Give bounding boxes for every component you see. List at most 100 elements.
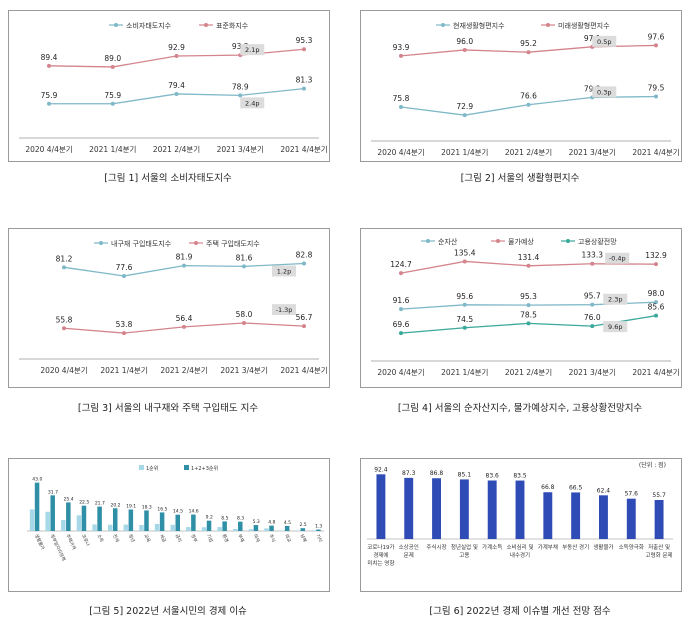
data-label: 62.4 (597, 487, 611, 494)
change-badge (272, 265, 296, 277)
legend-label: 주택 구입태도지수 (206, 239, 260, 248)
data-label: 5.3 (253, 519, 260, 525)
data-label: 83.5 (513, 473, 527, 480)
data-label: 66.5 (569, 484, 583, 491)
legend-marker (99, 241, 103, 245)
data-label: 85.1 (458, 471, 472, 478)
legend-marker (194, 241, 198, 245)
bar (269, 525, 274, 531)
change-badge-label: -0.4p (609, 255, 626, 263)
x-tick-label: 소득양극화 (619, 543, 644, 551)
data-label: 79.5 (648, 84, 665, 93)
data-point (122, 331, 126, 336)
x-tick-label: 내수경기 (510, 551, 530, 559)
data-point (110, 64, 115, 69)
x-tick-label: 미치는 영향 (367, 559, 394, 567)
x-tick-label: 주식시장 (426, 543, 446, 551)
data-point (110, 101, 115, 106)
x-tick-label: 환경 (221, 533, 231, 543)
legend-marker (441, 23, 445, 27)
x-tick-label: 2021 1/4분기 (89, 145, 136, 154)
legend-label: 미래생활형편지수 (558, 21, 610, 30)
data-point (526, 263, 531, 268)
bar (543, 492, 553, 539)
bar (144, 510, 149, 531)
data-label: 135.4 (454, 248, 476, 257)
data-point (399, 104, 403, 109)
bar (170, 524, 175, 531)
bar (201, 527, 207, 531)
data-point (302, 86, 306, 91)
data-label: 31.7 (48, 489, 58, 495)
data-label: 19.1 (126, 504, 136, 510)
x-tick-label: 2021 3/4분기 (220, 366, 267, 375)
x-tick-label: 2021 1/4분기 (100, 366, 147, 375)
data-label: 14.5 (173, 509, 183, 515)
x-tick-label: 전세 (111, 533, 121, 543)
legend-label: 1+2+3순위 (191, 465, 218, 472)
x-tick-label: 경제에 (373, 551, 388, 559)
data-point (302, 47, 306, 52)
legend-label: 1순위 (146, 465, 158, 472)
data-label: 76.6 (520, 92, 537, 101)
bar (50, 495, 55, 531)
data-label: 95.6 (456, 292, 473, 301)
data-label: 16.5 (157, 506, 167, 512)
data-label: 79.4 (168, 81, 185, 90)
bar (233, 528, 238, 531)
data-label: 96.0 (456, 37, 473, 46)
legend-marker (546, 23, 550, 27)
x-tick-label: 코로나 (80, 533, 92, 547)
chart-panel-1: 2020 4/4분기 2021 1/4분기 2021 2/4분기 2021 3/4분기… (8, 10, 330, 162)
data-label: 14.6 (189, 509, 199, 515)
chart-panel-4: 2020 4/4분기 2021 1/4분기 2021 2/4분기 2021 3/4분기… (360, 228, 682, 388)
unit-note: (단위 : 점) (639, 461, 666, 469)
legend-label: 현재생활형편지수 (453, 21, 505, 30)
x-tick-label: 2021 2/4분기 (160, 366, 207, 375)
x-tick-label: 2020 4/4분기 (25, 145, 72, 154)
data-label: 20.2 (110, 502, 120, 508)
bar (432, 478, 441, 539)
x-tick-label: 소비심리 및 (506, 543, 533, 551)
data-label: 98.0 (648, 289, 665, 298)
change-badge-label: 2.3p (608, 296, 622, 304)
bar (107, 524, 113, 531)
x-tick-label: 2021 4/4분기 (280, 366, 327, 375)
data-label: 92.9 (168, 43, 185, 52)
caption-chart-2: [그림 2] 서울의 생활형편지수 (460, 173, 580, 184)
series-line (49, 87, 305, 105)
data-point (654, 300, 658, 305)
x-tick-label: 2021 2/4분기 (153, 145, 200, 154)
legend-label: 소비자태도지수 (126, 21, 172, 30)
change-badge (240, 44, 265, 56)
x-tick-label: 남북 (299, 533, 309, 543)
bar (626, 498, 636, 539)
data-point (302, 261, 306, 266)
x-tick-label: 2021 3/4분기 (569, 368, 616, 377)
x-tick-label: 부동산 경기 (562, 543, 589, 551)
bar (376, 474, 386, 539)
bar (654, 500, 664, 539)
data-point (242, 321, 246, 325)
data-label: 124.7 (390, 260, 412, 269)
data-label: 1.3 (315, 524, 322, 530)
change-badge-label: 1.2p (277, 267, 291, 275)
x-tick-label: 2021 1/4분기 (441, 148, 488, 157)
data-point (242, 264, 246, 269)
chart-panel-3: 2020 4/4분기 2021 1/4분기 2021 2/4분기 2021 3/4분기… (8, 228, 330, 388)
data-label: 91.6 (393, 296, 410, 305)
bar (206, 520, 212, 531)
data-point (590, 324, 595, 329)
chart-3-svg: 2020 4/4분기 2021 1/4분기 2021 2/4분기 2021 3/4분기… (19, 239, 328, 375)
x-tick-label: 고용 (459, 552, 469, 559)
change-badge (603, 293, 628, 305)
bar (81, 505, 87, 531)
change-badge (603, 321, 628, 333)
chart-5-svg: 1순위 1+2+3순위 43.0 생활물가 31.7 정부일자리정책 25.4 주택가격 22.… (27, 465, 325, 562)
data-label: 8.3 (237, 516, 244, 522)
x-tick-label: 청년실업 및 (451, 543, 478, 551)
bar (284, 525, 290, 531)
change-badge-label: 2.1p (245, 46, 259, 54)
data-label: 76.0 (584, 313, 601, 322)
data-label: 56.7 (296, 313, 313, 322)
